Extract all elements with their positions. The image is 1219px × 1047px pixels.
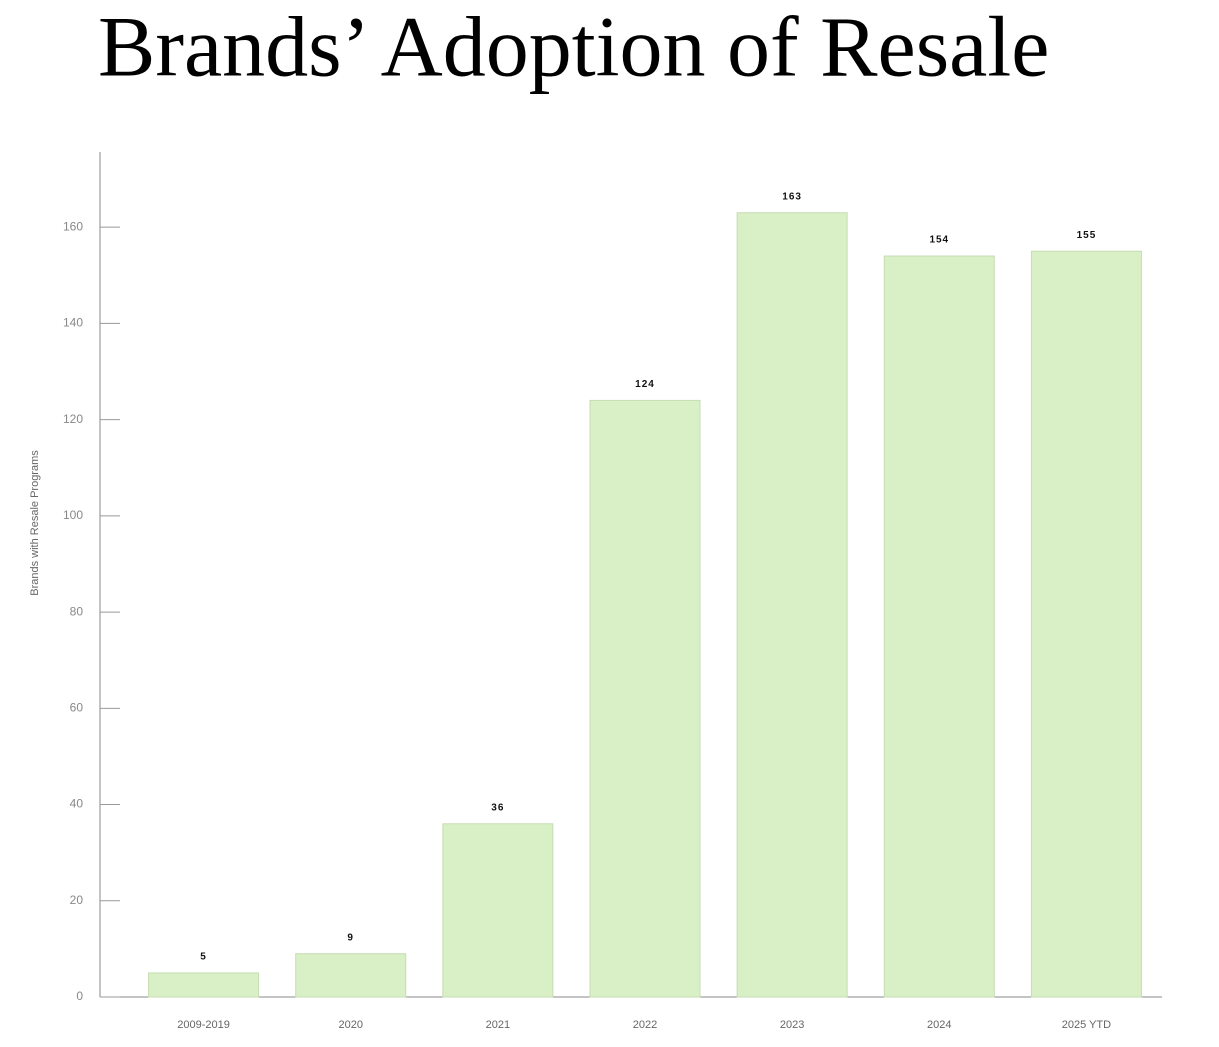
x-tick-label: 2024 bbox=[927, 1019, 951, 1031]
bar bbox=[736, 212, 848, 998]
x-tick-label: 2023 bbox=[780, 1019, 804, 1031]
y-tick-label: 80 bbox=[70, 604, 84, 618]
y-tick-label: 40 bbox=[70, 797, 84, 811]
bar bbox=[1030, 250, 1142, 998]
bar bbox=[442, 823, 554, 998]
chart-title: Brands’ Adoption of Resale bbox=[98, 0, 1049, 95]
value-label: 124 bbox=[635, 379, 655, 390]
x-tick-label: 2021 bbox=[486, 1019, 510, 1031]
value-label: 154 bbox=[929, 235, 949, 246]
y-tick-label: 60 bbox=[70, 700, 84, 714]
bar bbox=[148, 972, 260, 998]
value-label: 36 bbox=[491, 802, 504, 813]
y-tick-label: 20 bbox=[70, 893, 84, 907]
value-label: 5 bbox=[200, 952, 207, 963]
x-tick-label: 2025 YTD bbox=[1062, 1019, 1111, 1031]
y-tick-label: 160 bbox=[63, 219, 83, 233]
y-tick-label: 140 bbox=[63, 316, 83, 330]
bar bbox=[295, 953, 407, 998]
y-axis-label: Brands with Resale Programs bbox=[29, 450, 41, 596]
value-label: 9 bbox=[347, 932, 354, 943]
x-tick-label: 2022 bbox=[633, 1019, 657, 1031]
y-tick-label: 120 bbox=[63, 412, 83, 426]
bar bbox=[883, 255, 995, 998]
value-label: 155 bbox=[1077, 230, 1097, 241]
y-tick-label: 0 bbox=[76, 989, 83, 1003]
value-label: 163 bbox=[782, 191, 802, 202]
x-tick-label: 2009-2019 bbox=[177, 1019, 230, 1031]
bar bbox=[589, 399, 701, 998]
y-tick-label: 100 bbox=[63, 508, 83, 522]
x-tick-label: 2020 bbox=[338, 1019, 362, 1031]
